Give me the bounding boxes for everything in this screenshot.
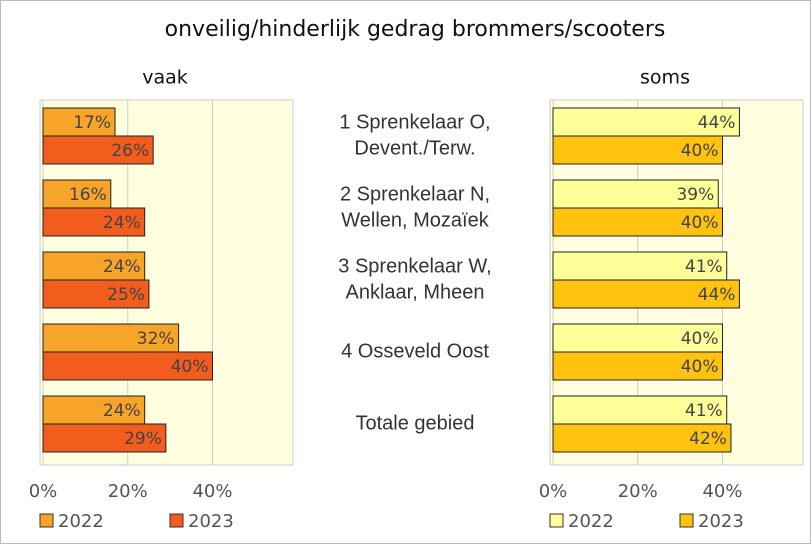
value-label: 24%	[103, 213, 141, 233]
bar	[42, 351, 213, 381]
value-label: 26%	[111, 141, 149, 161]
value-label: 39%	[676, 185, 714, 205]
category-label: Wellen, Mozaïek	[341, 209, 489, 231]
x-tick-label: 20%	[108, 481, 148, 502]
value-label: 29%	[124, 429, 162, 449]
category-label: Anklaar, Mheen	[346, 281, 485, 303]
category-label: 2 Sprenkelaar N,	[340, 183, 490, 205]
bar	[552, 135, 723, 165]
legend-swatch	[679, 513, 694, 528]
value-label: 40%	[681, 357, 719, 377]
bar	[552, 251, 728, 281]
category-label: Totale gebied	[356, 412, 475, 434]
bar	[552, 179, 719, 209]
legend-swatch	[39, 513, 54, 528]
value-label: 41%	[685, 401, 723, 421]
x-tick-label: 40%	[702, 481, 742, 502]
category-label: 4 Osseveld Oost	[341, 340, 489, 362]
value-label: 44%	[698, 285, 736, 305]
bar	[552, 107, 740, 137]
legend-label: 2022	[568, 511, 614, 532]
legend-label: 2022	[58, 511, 104, 532]
value-label: 40%	[681, 213, 719, 233]
x-tick-label: 40%	[192, 481, 232, 502]
bar	[42, 107, 116, 137]
category-label: 1 Sprenkelaar O,	[339, 111, 490, 133]
panel-title: soms	[640, 67, 690, 89]
legend-swatch	[169, 513, 184, 528]
value-label: 32%	[137, 329, 175, 349]
bar	[552, 323, 723, 353]
legend-swatch	[549, 513, 564, 528]
bar	[552, 423, 732, 453]
value-label: 24%	[103, 257, 141, 277]
x-tick-label: 0%	[539, 481, 568, 502]
x-tick-label: 20%	[618, 481, 658, 502]
category-label: 3 Sprenkelaar W,	[338, 255, 491, 277]
panel-title: vaak	[142, 67, 188, 89]
category-label: Devent./Terw.	[354, 137, 475, 159]
bar	[42, 395, 146, 425]
value-label: 16%	[69, 185, 107, 205]
legend-label: 2023	[698, 511, 744, 532]
x-tick-label: 0%	[29, 481, 58, 502]
value-label: 24%	[103, 401, 141, 421]
value-label: 41%	[685, 257, 723, 277]
value-label: 17%	[73, 113, 111, 133]
bar	[42, 279, 150, 309]
bar	[552, 351, 723, 381]
legend-label: 2023	[188, 511, 234, 532]
value-label: 40%	[681, 329, 719, 349]
bar	[552, 207, 723, 237]
bar	[552, 279, 740, 309]
bar	[42, 207, 146, 237]
value-label: 42%	[689, 429, 727, 449]
bar	[552, 395, 728, 425]
value-label: 40%	[171, 357, 209, 377]
value-label: 44%	[698, 113, 736, 133]
chart-title: onveilig/hinderlijk gedrag brommers/scoo…	[165, 17, 666, 42]
bar	[42, 135, 154, 165]
value-label: 40%	[681, 141, 719, 161]
bar	[42, 423, 167, 453]
value-label: 25%	[107, 285, 145, 305]
